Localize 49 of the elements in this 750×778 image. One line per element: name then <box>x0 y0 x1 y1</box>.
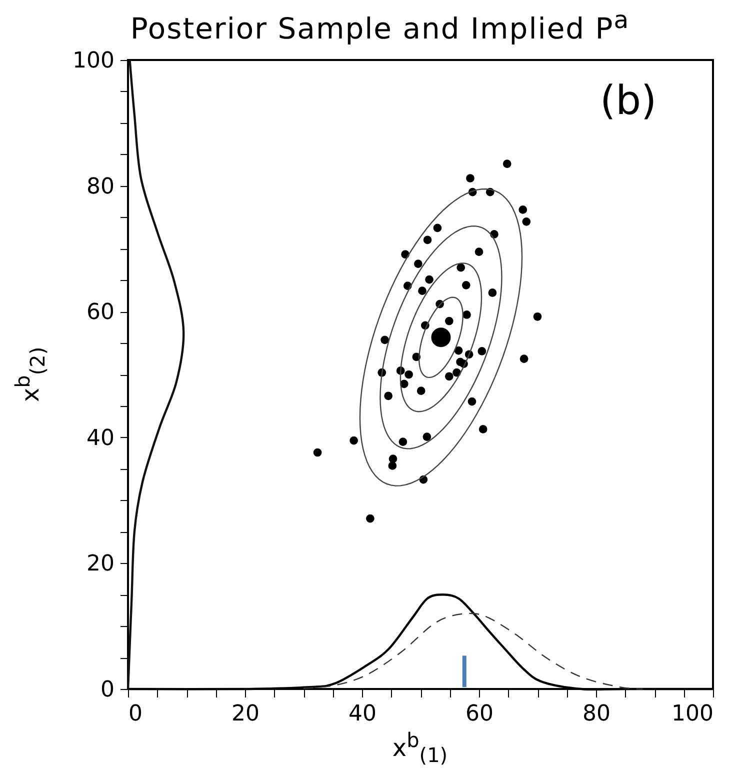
point <box>478 347 486 356</box>
point <box>478 425 488 434</box>
point <box>444 372 454 381</box>
point <box>433 224 442 232</box>
point <box>350 436 358 445</box>
point <box>488 288 497 297</box>
point <box>388 454 398 463</box>
point <box>388 462 397 470</box>
point <box>462 310 471 319</box>
point <box>444 316 454 326</box>
x-tick-label: 80 <box>582 702 610 726</box>
x-tick-label: 20 <box>232 702 260 726</box>
line-series <box>302 612 644 690</box>
x-tick-label: 60 <box>466 702 494 726</box>
y-tick-label: 40 <box>86 426 114 451</box>
point <box>416 386 426 396</box>
x-tick-label: 40 <box>348 702 376 726</box>
point <box>522 217 531 226</box>
point <box>474 248 484 256</box>
x-tick-label: 0 <box>128 702 142 726</box>
point <box>533 312 542 321</box>
y-tick-label: 60 <box>86 300 114 326</box>
y-tick-label: 20 <box>86 552 114 577</box>
point <box>384 392 393 400</box>
line-series <box>126 58 185 690</box>
chart-title: Posterior Sample and Implied P$^{a}$ <box>129 6 631 46</box>
y-tick-label: 80 <box>86 174 114 200</box>
point <box>366 514 374 523</box>
point <box>398 438 408 446</box>
point <box>404 370 413 379</box>
point <box>313 448 322 457</box>
point <box>422 432 432 441</box>
point <box>414 260 422 268</box>
point <box>418 286 426 296</box>
point <box>423 236 432 244</box>
point <box>520 354 528 363</box>
point <box>454 346 463 355</box>
annotation: (b) <box>600 78 657 124</box>
point <box>380 336 389 344</box>
point <box>425 275 434 284</box>
point <box>518 206 528 214</box>
x-tick-label: 100 <box>672 702 714 726</box>
y-tick-label: 0 <box>100 678 114 702</box>
point <box>462 281 470 290</box>
point <box>502 160 512 168</box>
point <box>456 263 466 272</box>
y-tick-label: 100 <box>72 48 114 74</box>
point <box>466 174 474 182</box>
point <box>468 397 476 406</box>
